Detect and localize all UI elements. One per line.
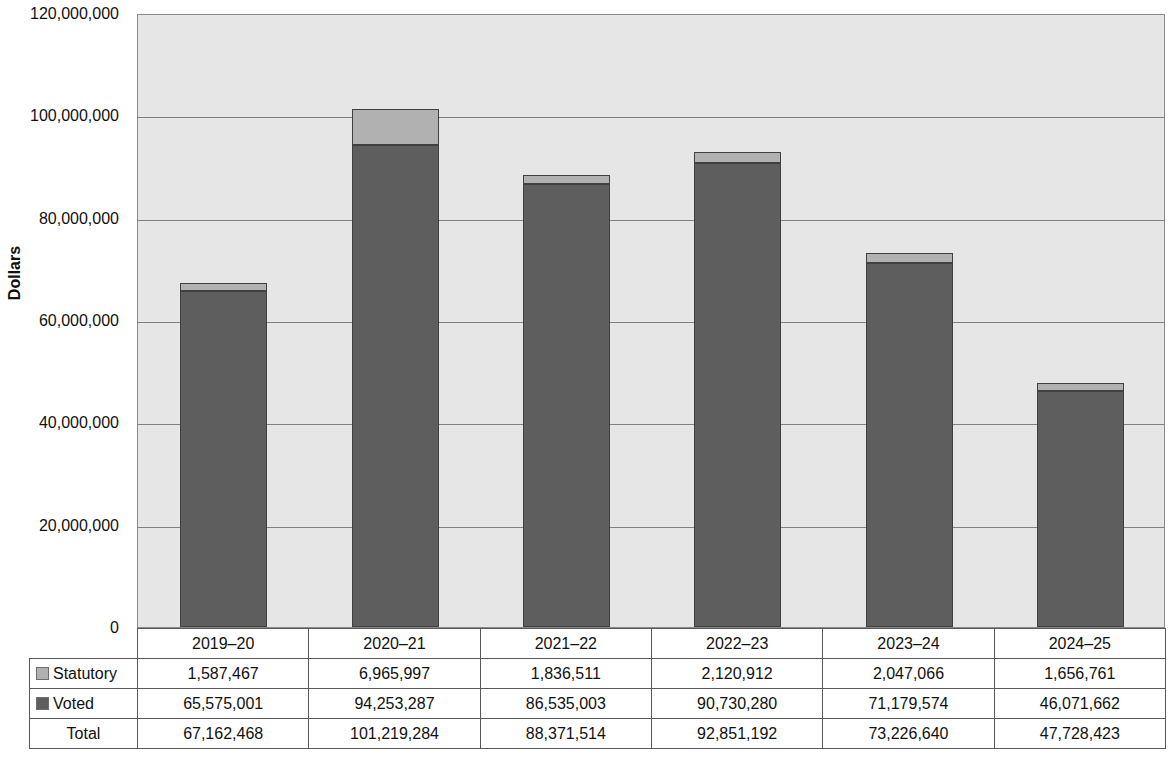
y-tick-label: 20,000,000: [7, 516, 119, 536]
y-tick-label: 100,000,000: [7, 106, 119, 126]
y-tick-label: 60,000,000: [7, 311, 119, 331]
bar-2019-20: [180, 283, 267, 627]
bar-2024-25: [1037, 383, 1124, 627]
chart-canvas: Dollars 020,000,00040,000,00060,000,0008…: [0, 0, 1170, 757]
table-cell-value: 1,656,761: [994, 659, 1165, 689]
y-axis-title: Dollars: [4, 173, 26, 373]
row-label-voted: Voted: [30, 689, 138, 719]
bar-segment-statutory: [866, 253, 953, 263]
gridline: [138, 220, 1164, 221]
table-cell-value: 88,371,514: [480, 719, 651, 749]
category-label: 2023–24: [823, 629, 994, 659]
table-cell-value: 94,253,287: [309, 689, 480, 719]
bar-segment-statutory: [1037, 383, 1124, 391]
category-label: 2020–21: [309, 629, 480, 659]
table-cell-value: 1,587,467: [138, 659, 309, 689]
table-cell-value: 46,071,662: [994, 689, 1165, 719]
table-corner-blank: [30, 629, 138, 659]
table-row-total: Total67,162,468101,219,28488,371,51492,8…: [30, 719, 1166, 749]
table-row-voted: Voted65,575,00194,253,28786,535,00390,73…: [30, 689, 1166, 719]
table-row-statutory: Statutory1,587,4676,965,9971,836,5112,12…: [30, 659, 1166, 689]
bar-2022-23: [694, 152, 781, 627]
table-cell-value: 90,730,280: [651, 689, 822, 719]
table-cell-value: 2,047,066: [823, 659, 994, 689]
bar-segment-statutory: [523, 175, 610, 184]
legend-key-statutory-icon: [36, 667, 49, 680]
row-label-total: Total: [30, 719, 138, 749]
table-cell-value: 92,851,192: [651, 719, 822, 749]
gridline: [138, 117, 1164, 118]
bar-2020-21: [352, 109, 439, 627]
bar-segment-statutory: [352, 109, 439, 145]
bar-segment-voted: [523, 184, 610, 627]
category-label: 2022–23: [651, 629, 822, 659]
table-row-categories: 2019–202020–212021–222022–232023–242024–…: [30, 629, 1166, 659]
table-cell-value: 47,728,423: [994, 719, 1165, 749]
bar-segment-statutory: [180, 283, 267, 291]
bar-segment-voted: [866, 263, 953, 627]
gridline: [138, 527, 1164, 528]
row-label-statutory: Statutory: [30, 659, 138, 689]
table-cell-value: 1,836,511: [480, 659, 651, 689]
y-tick-label: 40,000,000: [7, 413, 119, 433]
bar-segment-voted: [694, 163, 781, 627]
bar-segment-voted: [352, 145, 439, 627]
table-cell-value: 86,535,003: [480, 689, 651, 719]
data-table: 2019–202020–212021–222022–232023–242024–…: [29, 628, 1166, 749]
table-cell-value: 6,965,997: [309, 659, 480, 689]
y-tick-label: 80,000,000: [7, 209, 119, 229]
gridline: [138, 322, 1164, 323]
bar-2023-24: [866, 253, 953, 627]
table-cell-value: 101,219,284: [309, 719, 480, 749]
gridline: [138, 424, 1164, 425]
bar-segment-voted: [1037, 391, 1124, 627]
category-label: 2019–20: [138, 629, 309, 659]
y-tick-label: 120,000,000: [7, 4, 119, 24]
table-cell-value: 73,226,640: [823, 719, 994, 749]
table-cell-value: 65,575,001: [138, 689, 309, 719]
bar-segment-voted: [180, 291, 267, 627]
table-cell-value: 67,162,468: [138, 719, 309, 749]
plot-area: [137, 14, 1165, 628]
bar-segment-statutory: [694, 152, 781, 163]
bar-2021-22: [523, 175, 610, 627]
category-label: 2024–25: [994, 629, 1165, 659]
category-label: 2021–22: [480, 629, 651, 659]
legend-key-voted-icon: [36, 697, 49, 710]
table-cell-value: 2,120,912: [651, 659, 822, 689]
table-cell-value: 71,179,574: [823, 689, 994, 719]
